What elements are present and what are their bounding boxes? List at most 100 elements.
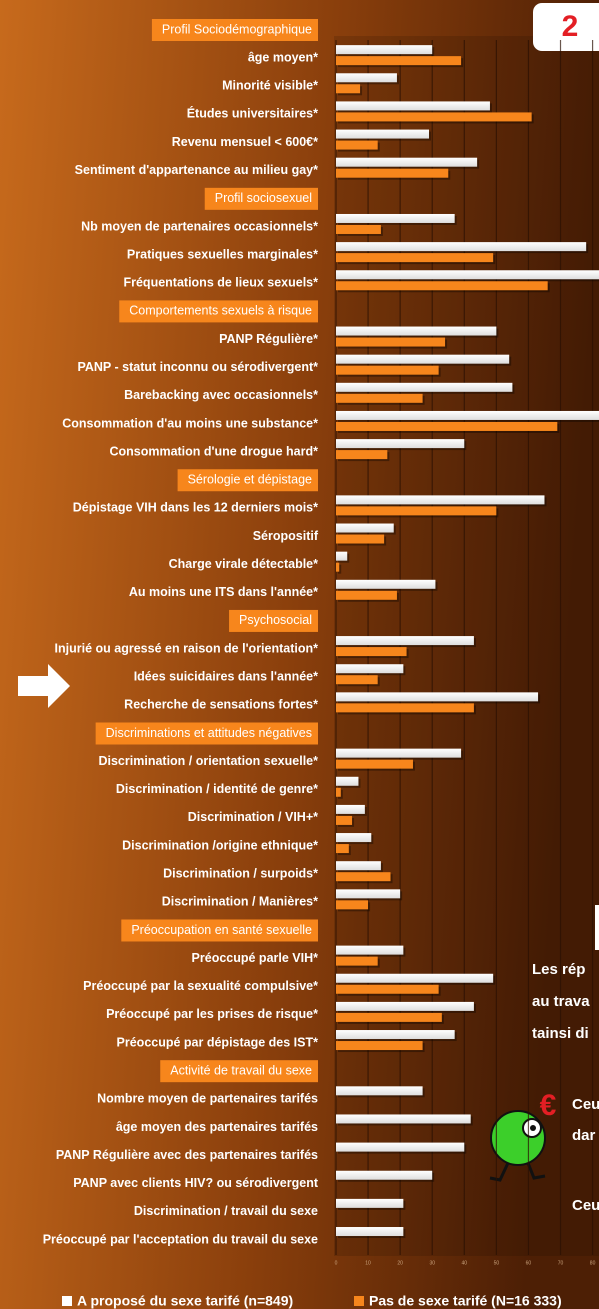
x-tick-label: 50: [494, 1260, 500, 1266]
bar-group: [336, 84, 362, 95]
category-label: PANP Régulière avec des partenaires tari…: [56, 1148, 318, 1162]
bar-group: [336, 158, 479, 169]
section-title: Profil Sociodémographique: [162, 22, 312, 36]
bar: [336, 1171, 432, 1180]
legend-swatch: [354, 1296, 364, 1306]
bar-group: [336, 664, 405, 675]
category-label: Nombre moyen de partenaires tarifés: [97, 1092, 318, 1106]
bar: [336, 552, 347, 561]
bar: [336, 327, 496, 336]
bar: [336, 1041, 423, 1050]
bar: [336, 889, 400, 898]
side-text: tainsi di: [532, 1025, 589, 1042]
bar: [336, 580, 435, 589]
bar-group: [336, 1143, 466, 1154]
bar-group: [336, 760, 415, 771]
category-label: Nb moyen de partenaires occasionnels*: [81, 219, 318, 233]
bar: [336, 112, 532, 121]
bar-group: [336, 524, 396, 535]
bar-group: [336, 535, 386, 546]
bar-group: [336, 355, 511, 366]
bar: [336, 563, 339, 572]
bar: [336, 749, 461, 758]
bar: [336, 141, 378, 150]
section-title: Discriminations et attitudes négatives: [106, 726, 312, 740]
x-tick-label: 80: [590, 1260, 596, 1266]
category-label: Discrimination / surpoids*: [163, 866, 318, 880]
bar: [336, 1086, 423, 1095]
category-label: Études universitaires*: [187, 106, 318, 121]
category-label: Barebacking avec occasionnels*: [124, 388, 318, 402]
bar: [336, 225, 381, 234]
x-tick-label: 40: [462, 1260, 468, 1266]
bar-group: [336, 675, 380, 686]
bar-group: [336, 45, 434, 56]
bar: [336, 411, 599, 420]
side-text: Les rép: [532, 961, 585, 978]
section-title: Sérologie et dépistage: [188, 473, 312, 487]
legend-label: A proposé du sexe tarifé (n=849): [77, 1293, 293, 1309]
bar-group: [336, 957, 380, 968]
bar-group: [336, 1171, 434, 1182]
euro-icon: €: [540, 1089, 557, 1122]
bar-group: [336, 141, 380, 152]
category-label: Préoccupé parle VIH*: [192, 951, 319, 965]
bar: [336, 270, 599, 279]
bar: [336, 495, 544, 504]
category-label: Discrimination / orientation sexuelle*: [98, 754, 318, 768]
category-label: Discrimination / identité de genre*: [116, 782, 318, 796]
bar: [336, 535, 384, 544]
legend-label: Pas de sexe tarifé (N=16 333): [369, 1293, 562, 1309]
bar: [336, 84, 360, 93]
badge: 2: [562, 10, 579, 43]
bar: [336, 45, 432, 54]
category-label: PANP Régulière*: [219, 332, 318, 346]
x-tick-label: 70: [558, 1260, 564, 1266]
bar-group: [336, 411, 599, 422]
section-title: Profil sociosexuel: [215, 191, 312, 205]
category-label: Pratiques sexuelles marginales*: [127, 247, 318, 261]
bar: [336, 169, 448, 178]
bar: [336, 1143, 464, 1152]
bar-group: [336, 580, 437, 591]
bar: [336, 664, 403, 673]
bar-group: [336, 506, 498, 517]
bar: [336, 647, 407, 656]
bar: [336, 946, 403, 955]
partial-letter: [595, 905, 599, 950]
category-label: Consommation d'au moins une substance*: [62, 416, 318, 430]
section-title: Activité de travail du sexe: [170, 1063, 312, 1077]
x-tick-label: 0: [335, 1260, 338, 1266]
bar-group: [336, 636, 476, 647]
bar: [336, 338, 445, 347]
category-label: Discrimination /origine ethnique*: [122, 838, 318, 852]
bar: [336, 450, 387, 459]
bar: [336, 788, 341, 797]
bar-group: [336, 647, 409, 658]
bar: [336, 1002, 474, 1011]
bar: [336, 253, 493, 262]
category-label: Préoccupé par les prises de risque*: [106, 1007, 318, 1021]
bar-group: [336, 777, 360, 788]
bar-group: [336, 833, 373, 844]
category-label: PANP - statut inconnu ou sérodivergent*: [77, 360, 318, 374]
category-label: Consommation d'une drogue hard*: [109, 444, 318, 458]
bar-group: [336, 591, 399, 602]
category-label: Injurié ou agressé en raison de l'orient…: [55, 641, 319, 655]
bar-group: [336, 749, 463, 760]
category-label: Discrimination / VIH+*: [188, 810, 318, 824]
bar-group: [336, 56, 463, 67]
bar: [336, 73, 397, 82]
bar-group: [336, 366, 441, 377]
bar-group: [336, 495, 546, 506]
x-tick-label: 10: [365, 1260, 371, 1266]
bar-group: [336, 703, 476, 714]
bar: [336, 506, 496, 515]
bar-group: [336, 805, 367, 816]
section-title: Comportements sexuels à risque: [129, 304, 312, 318]
bar: [336, 355, 509, 364]
bar-group: [336, 1002, 476, 1013]
bar-group: [336, 1041, 425, 1052]
bar: [336, 439, 464, 448]
bar-group: [336, 861, 383, 872]
